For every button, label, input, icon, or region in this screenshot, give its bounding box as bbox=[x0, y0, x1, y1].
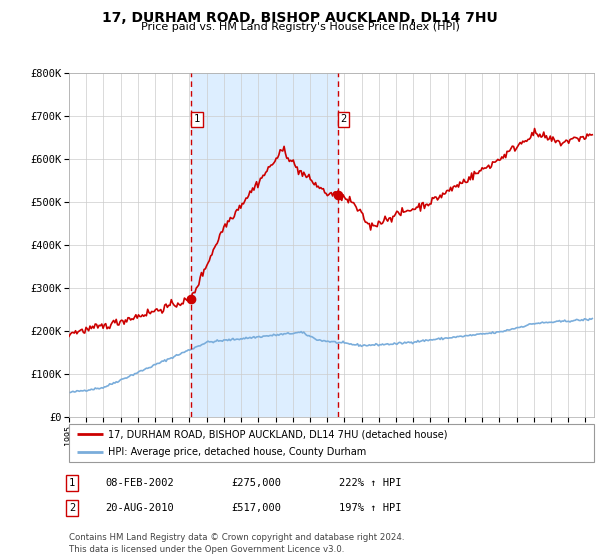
Text: Contains HM Land Registry data © Crown copyright and database right 2024.
This d: Contains HM Land Registry data © Crown c… bbox=[69, 533, 404, 554]
FancyBboxPatch shape bbox=[69, 424, 594, 462]
Text: 197% ↑ HPI: 197% ↑ HPI bbox=[339, 503, 401, 513]
Text: 222% ↑ HPI: 222% ↑ HPI bbox=[339, 478, 401, 488]
Text: Price paid vs. HM Land Registry's House Price Index (HPI): Price paid vs. HM Land Registry's House … bbox=[140, 22, 460, 32]
Text: 08-FEB-2002: 08-FEB-2002 bbox=[105, 478, 174, 488]
Text: 17, DURHAM ROAD, BISHOP AUCKLAND, DL14 7HU (detached house): 17, DURHAM ROAD, BISHOP AUCKLAND, DL14 7… bbox=[109, 429, 448, 439]
Text: 2: 2 bbox=[69, 503, 75, 513]
Bar bbox=[191, 73, 338, 417]
Text: 1: 1 bbox=[69, 478, 75, 488]
Text: HPI: Average price, detached house, County Durham: HPI: Average price, detached house, Coun… bbox=[109, 447, 367, 458]
Text: 1: 1 bbox=[194, 114, 200, 124]
Text: £517,000: £517,000 bbox=[231, 503, 281, 513]
Text: £275,000: £275,000 bbox=[231, 478, 281, 488]
Text: 17, DURHAM ROAD, BISHOP AUCKLAND, DL14 7HU: 17, DURHAM ROAD, BISHOP AUCKLAND, DL14 7… bbox=[102, 11, 498, 25]
Text: 2: 2 bbox=[340, 114, 346, 124]
Text: 20-AUG-2010: 20-AUG-2010 bbox=[105, 503, 174, 513]
